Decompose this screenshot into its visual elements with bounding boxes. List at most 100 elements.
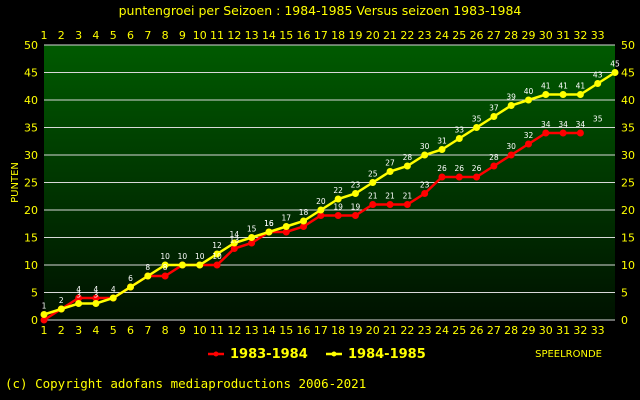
data-point (542, 129, 550, 137)
data-label: 20 (316, 197, 326, 206)
data-label: 40 (524, 87, 534, 96)
data-point (161, 272, 169, 280)
legend: 1983-1984 1984-1985 (208, 347, 426, 362)
data-label: 32 (524, 131, 534, 140)
data-point (317, 212, 325, 219)
data-label: 23 (420, 181, 430, 190)
y-tick-label: 5 (621, 287, 628, 300)
copyright-text: (c) Copyright adofans mediaproductions 2… (5, 376, 367, 391)
x-tick-label: 4 (92, 324, 99, 337)
x-tick-label: 8 (162, 29, 169, 42)
x-tick-label: 22 (400, 29, 414, 42)
data-point (75, 294, 83, 302)
data-point (351, 190, 359, 197)
data-label: 3 (76, 291, 81, 300)
x-tick-label: 28 (504, 324, 518, 337)
data-point (559, 129, 567, 137)
y-tick-label: 0 (621, 314, 628, 327)
x-tick-label: 27 (487, 29, 501, 42)
data-label: 39 (506, 93, 516, 102)
data-label: 19 (351, 203, 361, 212)
data-label: 4 (94, 285, 99, 294)
data-point (369, 179, 377, 186)
data-label: 21 (403, 192, 413, 201)
legend-label: 1984-1985 (348, 347, 426, 362)
data-label: 16 (264, 219, 274, 228)
data-label: 43 (593, 71, 603, 80)
y-tick-label: 50 (24, 39, 38, 52)
legend-marker (331, 351, 337, 357)
data-label: 18 (299, 208, 309, 217)
x-tick-label: 5 (110, 29, 117, 42)
data-label: 10 (195, 252, 205, 261)
data-point (109, 294, 117, 302)
x-tick-label: 22 (400, 324, 414, 337)
x-tick-label: 32 (573, 29, 587, 42)
data-label: 41 (576, 82, 586, 91)
x-tick-label: 18 (331, 29, 345, 42)
x-tick-label: 10 (193, 29, 207, 42)
data-label: 19 (333, 203, 343, 212)
data-point (196, 261, 204, 269)
y-tick-label: 20 (24, 204, 38, 217)
x-axis-label: SPEELRONDE (535, 349, 602, 360)
x-tick-label: 9 (179, 324, 186, 337)
x-tick-label: 8 (162, 324, 169, 337)
data-point (524, 96, 532, 104)
data-point (282, 223, 290, 230)
data-label: 22 (333, 186, 343, 195)
x-tick-label: 20 (366, 324, 380, 337)
x-tick-label: 4 (92, 29, 99, 42)
y-tick-label: 25 (24, 177, 38, 190)
data-point (455, 135, 463, 142)
data-point (403, 162, 411, 170)
x-tick-label: 24 (435, 324, 449, 337)
data-point (40, 311, 48, 318)
data-label: 33 (454, 126, 464, 135)
y-tick-label: 15 (621, 232, 635, 245)
x-tick-label: 33 (591, 29, 605, 42)
y-tick-label: 0 (31, 314, 38, 327)
x-tick-label: 27 (487, 324, 501, 337)
chart-title: puntengroei per Seizoen : 1984-1985 Vers… (119, 3, 522, 18)
x-tick-label: 21 (383, 324, 397, 337)
x-tick-label: 20 (366, 29, 380, 42)
x-tick-label: 18 (331, 324, 345, 337)
data-point (265, 228, 273, 236)
data-label: 21 (385, 192, 395, 201)
data-point (92, 294, 100, 302)
x-tick-label: 11 (210, 324, 224, 337)
x-tick-label: 13 (245, 29, 259, 42)
data-point (438, 173, 446, 181)
data-label: 10 (212, 252, 222, 261)
data-point (559, 91, 567, 98)
data-label: 4 (76, 285, 81, 294)
x-tick-label: 3 (75, 324, 82, 337)
x-tick-label: 7 (144, 29, 151, 42)
data-point (92, 300, 100, 307)
data-label: 41 (541, 82, 551, 91)
data-point (213, 250, 221, 258)
data-label: 31 (437, 137, 447, 146)
series-line-1984-1985 (43, 71, 616, 316)
data-label: 28 (489, 153, 499, 162)
legend-marker (213, 351, 219, 357)
x-tick-label: 11 (210, 29, 224, 42)
data-label: 6 (128, 274, 133, 283)
y-tick-label: 5 (31, 287, 38, 300)
data-label: 37 (489, 104, 499, 113)
data-label: 30 (420, 142, 430, 151)
x-tick-label: 16 (297, 324, 311, 337)
data-point (473, 173, 481, 181)
data-point (490, 113, 498, 120)
data-point (455, 173, 463, 181)
data-point (386, 201, 394, 208)
data-point (594, 80, 602, 87)
data-label: 26 (454, 164, 464, 173)
data-point (144, 272, 152, 280)
x-tick-label: 28 (504, 29, 518, 42)
x-tick-label: 31 (556, 324, 570, 337)
x-tick-label: 25 (452, 324, 466, 337)
